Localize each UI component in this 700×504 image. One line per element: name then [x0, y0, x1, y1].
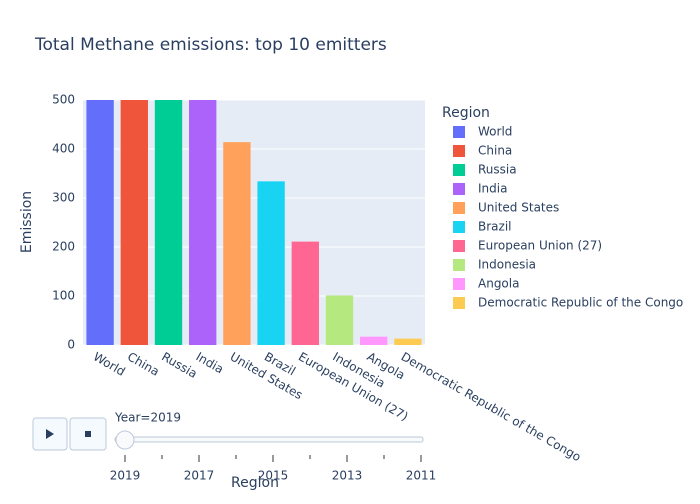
legend-label[interactable]: Brazil — [478, 220, 512, 234]
legend-label[interactable]: India — [478, 182, 507, 196]
legend-label[interactable]: Angola — [478, 277, 519, 291]
x-tick-label: World — [91, 350, 128, 379]
legend-label[interactable]: Democratic Republic of the Congo — [478, 296, 683, 310]
y-tick-label: 200 — [52, 240, 75, 254]
legend-swatch[interactable] — [453, 145, 465, 157]
legend-label[interactable]: China — [478, 144, 512, 158]
chart-title: Total Methane emissions: top 10 emitters — [34, 35, 387, 55]
x-tick-label: China — [125, 350, 162, 379]
bar — [189, 100, 217, 345]
legend-swatch[interactable] — [453, 183, 465, 195]
legend-label[interactable]: Indonesia — [478, 258, 536, 272]
y-tick-label: 400 — [52, 142, 75, 156]
legend-swatch[interactable] — [453, 221, 465, 233]
legend-swatch[interactable] — [453, 278, 465, 290]
y-tick-label: 300 — [52, 191, 75, 205]
slider-handle[interactable] — [115, 430, 135, 450]
y-tick-label: 0 — [67, 338, 75, 352]
legend-label[interactable]: United States — [478, 201, 559, 215]
bar — [394, 338, 422, 345]
stop-button[interactable] — [69, 417, 107, 451]
legend-swatch[interactable] — [453, 126, 465, 138]
play-icon[interactable] — [46, 429, 54, 439]
x-tick-label: Democratic Republic of the Congo — [399, 350, 584, 465]
bars — [86, 100, 422, 345]
bar — [325, 295, 354, 345]
slider-step-label[interactable]: 2019 — [110, 469, 141, 483]
slider-current-value: Year=2019 — [114, 411, 181, 425]
legend-label[interactable]: Russia — [478, 163, 517, 177]
legend-label[interactable]: European Union (27) — [478, 239, 602, 253]
slider-step-label[interactable]: 2017 — [184, 469, 215, 483]
legend-swatch[interactable] — [453, 297, 465, 309]
bar — [223, 142, 251, 345]
legend-title: Region — [442, 105, 490, 121]
x-tick-label: Russia — [159, 350, 199, 381]
bar — [86, 100, 114, 345]
slider-step-label[interactable]: 2013 — [332, 469, 363, 483]
y-tick-label: 500 — [52, 93, 75, 107]
play-button[interactable] — [32, 417, 68, 451]
legend-swatch[interactable] — [453, 202, 465, 214]
bar — [154, 100, 183, 345]
x-axis-title: Region — [231, 475, 279, 491]
y-tick-label: 100 — [52, 289, 75, 303]
bar — [257, 181, 285, 345]
slider-step-label[interactable]: 2011 — [406, 469, 437, 483]
bar — [291, 241, 319, 345]
slider-track[interactable] — [114, 436, 424, 443]
slider-step-label[interactable]: 2015 — [258, 469, 289, 483]
x-tick-label: India — [193, 350, 226, 377]
bar — [120, 100, 148, 345]
legend-swatch[interactable] — [453, 164, 465, 176]
legend-swatch[interactable] — [453, 240, 465, 252]
stop-icon[interactable] — [85, 431, 91, 437]
y-axis-title: Emission — [19, 191, 35, 253]
bar — [360, 336, 388, 345]
legend-label[interactable]: World — [478, 125, 512, 139]
legend-swatch[interactable] — [453, 259, 465, 271]
